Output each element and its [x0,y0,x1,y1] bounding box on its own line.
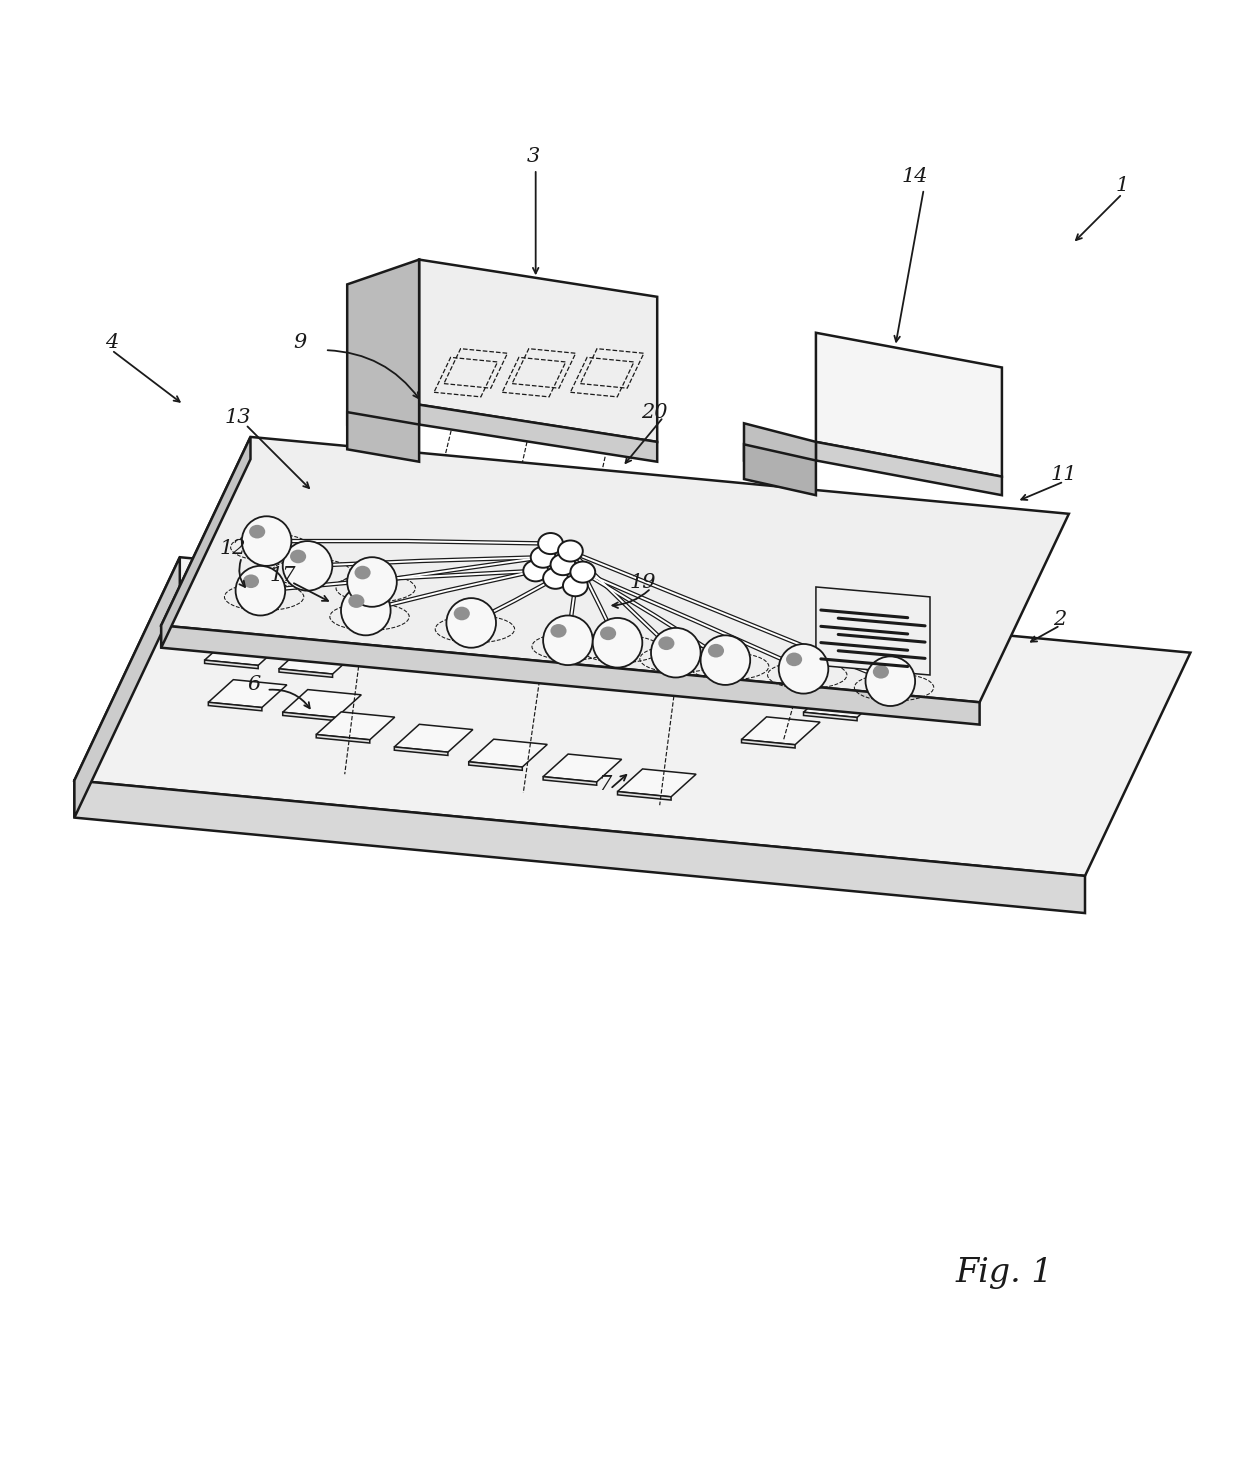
Text: 6: 6 [248,675,260,694]
Polygon shape [742,740,795,747]
Polygon shape [161,436,1069,702]
Ellipse shape [551,554,575,575]
Ellipse shape [242,516,291,566]
Polygon shape [744,444,816,495]
Ellipse shape [243,575,259,588]
Ellipse shape [570,562,595,582]
Ellipse shape [347,557,397,607]
Polygon shape [618,792,671,800]
Text: 2: 2 [1054,610,1066,629]
Polygon shape [742,716,820,744]
Polygon shape [279,669,332,678]
Polygon shape [543,755,621,781]
Polygon shape [618,769,696,797]
Polygon shape [205,660,258,669]
Polygon shape [816,333,1002,476]
Polygon shape [816,587,930,675]
Ellipse shape [538,534,563,554]
Polygon shape [419,259,657,442]
Text: 3: 3 [527,147,539,167]
Polygon shape [205,637,283,665]
Ellipse shape [446,598,496,647]
Polygon shape [744,423,816,460]
Polygon shape [201,595,279,624]
Ellipse shape [558,541,583,562]
Text: 11: 11 [1050,464,1078,483]
Text: 13: 13 [224,408,252,426]
Polygon shape [201,618,254,626]
Ellipse shape [593,618,642,668]
Text: 7: 7 [599,775,611,793]
Ellipse shape [543,616,593,665]
Polygon shape [469,738,547,766]
Polygon shape [279,646,357,674]
Polygon shape [816,442,1002,495]
Ellipse shape [866,656,915,706]
Polygon shape [804,712,857,721]
Text: 19: 19 [629,572,656,591]
Polygon shape [316,734,370,743]
Polygon shape [283,690,361,718]
Polygon shape [469,762,522,771]
Ellipse shape [563,575,588,597]
Ellipse shape [454,607,470,621]
Text: 17: 17 [269,566,296,585]
Polygon shape [804,690,882,718]
Polygon shape [394,724,472,752]
Polygon shape [316,712,394,740]
Ellipse shape [531,547,556,567]
Ellipse shape [779,644,828,694]
Ellipse shape [249,525,265,538]
Ellipse shape [651,628,701,678]
Text: 1: 1 [1116,175,1128,195]
Polygon shape [74,557,1190,876]
Polygon shape [742,697,795,706]
Polygon shape [283,712,336,721]
Ellipse shape [786,653,802,666]
Text: 20: 20 [641,402,668,422]
Text: 9: 9 [294,333,306,352]
Polygon shape [394,747,448,756]
Text: 4: 4 [105,333,118,352]
Polygon shape [347,413,419,461]
Polygon shape [161,625,980,725]
Ellipse shape [290,550,306,563]
Ellipse shape [355,566,371,579]
Text: Fig. 1: Fig. 1 [956,1257,1053,1288]
Ellipse shape [283,541,332,591]
Ellipse shape [708,644,724,657]
Polygon shape [161,436,250,647]
Ellipse shape [523,560,548,581]
Ellipse shape [701,635,750,685]
Polygon shape [208,702,262,710]
Ellipse shape [348,594,365,607]
Ellipse shape [600,626,616,640]
Ellipse shape [658,637,675,650]
Polygon shape [74,557,180,818]
Ellipse shape [341,585,391,635]
Text: 14: 14 [901,167,929,186]
Polygon shape [208,680,286,708]
Polygon shape [742,675,820,703]
Ellipse shape [543,567,568,588]
Polygon shape [419,405,657,461]
Polygon shape [347,259,419,425]
Ellipse shape [236,566,285,616]
Ellipse shape [873,665,889,678]
Text: 12: 12 [219,539,247,559]
Ellipse shape [551,624,567,638]
Polygon shape [74,780,1085,912]
Polygon shape [543,777,596,786]
